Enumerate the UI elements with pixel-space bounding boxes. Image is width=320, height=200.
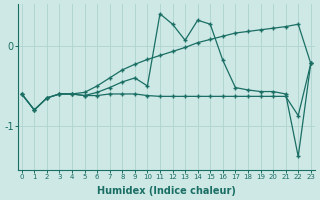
X-axis label: Humidex (Indice chaleur): Humidex (Indice chaleur) [97,186,236,196]
